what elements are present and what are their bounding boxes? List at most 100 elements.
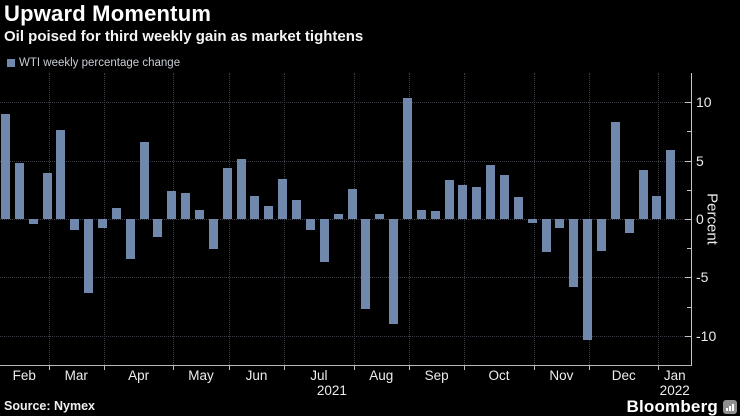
bar <box>638 169 648 219</box>
legend-swatch-icon <box>7 59 15 67</box>
bar <box>624 219 634 234</box>
bar <box>486 165 496 219</box>
x-axis-month-label: Oct <box>488 368 510 383</box>
y-axis-label: 10 <box>696 94 712 111</box>
x-axis-tick <box>464 366 466 370</box>
gridline-horizontal <box>0 335 687 337</box>
x-axis-tick <box>228 366 230 370</box>
bar <box>208 219 218 250</box>
x-axis-tick <box>48 366 50 370</box>
bar <box>305 219 315 230</box>
gridline-vertical <box>353 73 355 365</box>
x-axis-line <box>0 365 692 366</box>
bar <box>42 173 52 219</box>
bar <box>111 208 121 219</box>
x-axis-month-label: Apr <box>128 368 150 383</box>
bar <box>513 196 523 219</box>
x-axis-month-label: Jun <box>245 368 268 383</box>
legend-label: WTI weekly percentage change <box>19 57 181 69</box>
bar <box>472 187 482 219</box>
y-axis-label: -10 <box>696 327 717 344</box>
x-axis-tick <box>353 366 355 370</box>
bar <box>458 185 468 219</box>
x-axis-tick <box>589 366 591 370</box>
y-axis-tick <box>685 160 691 162</box>
y-axis-label: -5 <box>696 269 709 286</box>
bar <box>84 219 94 293</box>
bar <box>56 130 66 219</box>
bar <box>70 219 80 230</box>
gridline-horizontal <box>0 102 687 104</box>
y-axis-line <box>691 73 692 366</box>
bar <box>361 219 371 309</box>
x-axis-month-label: May <box>188 368 214 383</box>
brand-logo: Bloomberg <box>626 397 737 416</box>
bar <box>153 219 163 237</box>
bar <box>167 190 177 219</box>
bar <box>444 180 454 219</box>
x-axis-month-label: Dec <box>611 368 636 383</box>
bar <box>652 195 662 219</box>
bar <box>541 219 551 252</box>
x-axis-month-label: Aug <box>369 368 394 383</box>
gridline-vertical <box>284 73 286 365</box>
x-axis-tick <box>658 366 660 370</box>
bar <box>278 179 288 219</box>
gridline-horizontal <box>0 219 687 220</box>
bar <box>596 219 606 251</box>
bar <box>1 113 10 219</box>
bar <box>347 188 357 219</box>
bar <box>583 219 593 341</box>
bar <box>319 219 329 263</box>
bar <box>222 167 232 219</box>
bar <box>292 200 302 219</box>
bar <box>402 97 412 219</box>
x-axis-year-label: 2021 <box>316 383 347 398</box>
bar <box>98 219 108 229</box>
y-axis-tick <box>685 335 691 337</box>
gridline-vertical <box>228 73 230 365</box>
bar <box>416 209 426 219</box>
x-axis-month-label: Jan <box>663 368 686 383</box>
bar <box>610 122 620 219</box>
y-axis-label: 5 <box>696 152 704 169</box>
y-axis-minor-tick <box>687 248 691 250</box>
gridline-vertical <box>48 73 50 365</box>
x-axis-year-label: 2022 <box>659 383 690 398</box>
bar <box>527 219 537 223</box>
gridline-vertical <box>464 73 466 365</box>
gridline-vertical <box>173 73 175 365</box>
x-axis-month-label: Nov <box>549 368 574 383</box>
y-axis-title: Percent <box>703 193 721 245</box>
bar <box>569 219 579 287</box>
y-axis-minor-tick <box>687 131 691 133</box>
bar <box>236 159 246 219</box>
gridline-vertical <box>408 73 410 365</box>
y-axis-minor-tick <box>687 306 691 308</box>
bar <box>389 219 399 325</box>
x-axis-month-label: Feb <box>12 368 36 383</box>
bar <box>139 141 149 219</box>
y-axis-tick <box>685 277 691 279</box>
bar <box>375 214 385 219</box>
chart-subtitle: Oil poised for third weekly gain as mark… <box>4 28 364 45</box>
bar <box>264 206 274 219</box>
x-axis-tick <box>284 366 286 370</box>
x-axis-tick <box>408 366 410 370</box>
bar <box>28 219 38 224</box>
gridline-horizontal <box>0 160 687 162</box>
x-axis-tick <box>533 366 535 370</box>
x-axis-month-label: Sep <box>424 368 449 383</box>
y-axis-minor-tick <box>687 189 691 191</box>
brand-name: Bloomberg <box>626 397 718 416</box>
y-axis-tick <box>685 102 691 104</box>
y-axis-label: 0 <box>696 211 704 227</box>
gridline-horizontal <box>0 277 687 279</box>
chart-bars-icon <box>723 400 737 414</box>
y-axis-tick <box>685 219 691 220</box>
bar <box>14 162 24 219</box>
bar <box>666 150 676 219</box>
bar <box>333 214 343 219</box>
bar <box>430 210 440 219</box>
